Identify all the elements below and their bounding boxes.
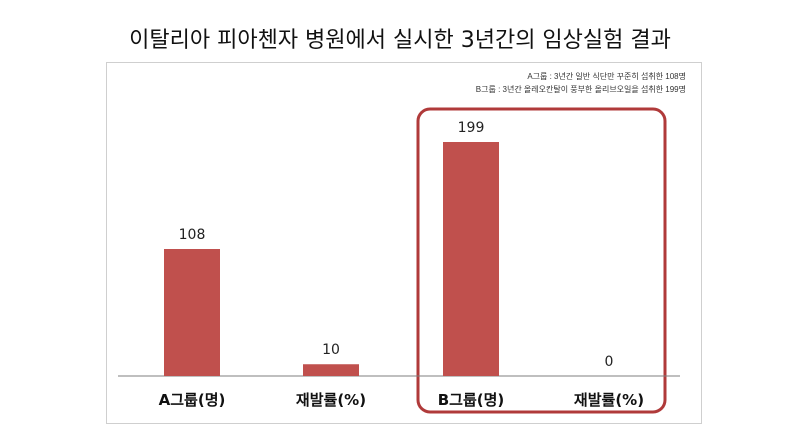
bar-3 — [443, 142, 499, 376]
data-label-3: 199 — [458, 120, 485, 136]
data-label-2: 10 — [322, 342, 340, 358]
x-tick-label-3: B그룹(명) — [438, 391, 505, 409]
data-label-1: 108 — [179, 227, 206, 243]
data-label-4: 0 — [605, 354, 614, 370]
chart-frame — [106, 62, 702, 424]
legend-item-a: A그룹 : 3년간 일반 식단만 꾸준히 섭취한 108명 — [527, 72, 686, 81]
x-tick-label-1: A그룹(명) — [159, 391, 226, 409]
highlight-box — [416, 107, 667, 414]
bar-1 — [164, 249, 220, 376]
legend: A그룹 : 3년간 일반 식단만 꾸준히 섭취한 108명 B그룹 : 3년간 … — [330, 70, 686, 96]
legend-item-b: B그룹 : 3년간 올레오칸탈이 풍부한 올리브오일을 섭취한 199명 — [475, 85, 686, 94]
bar-2 — [303, 364, 359, 376]
chart-title: 이탈리아 피아첸자 병원에서 실시한 3년간의 임상실험 결과 — [129, 28, 671, 53]
x-tick-label-4: 재발률(%) — [574, 391, 644, 409]
x-tick-label-2: 재발률(%) — [296, 391, 366, 409]
